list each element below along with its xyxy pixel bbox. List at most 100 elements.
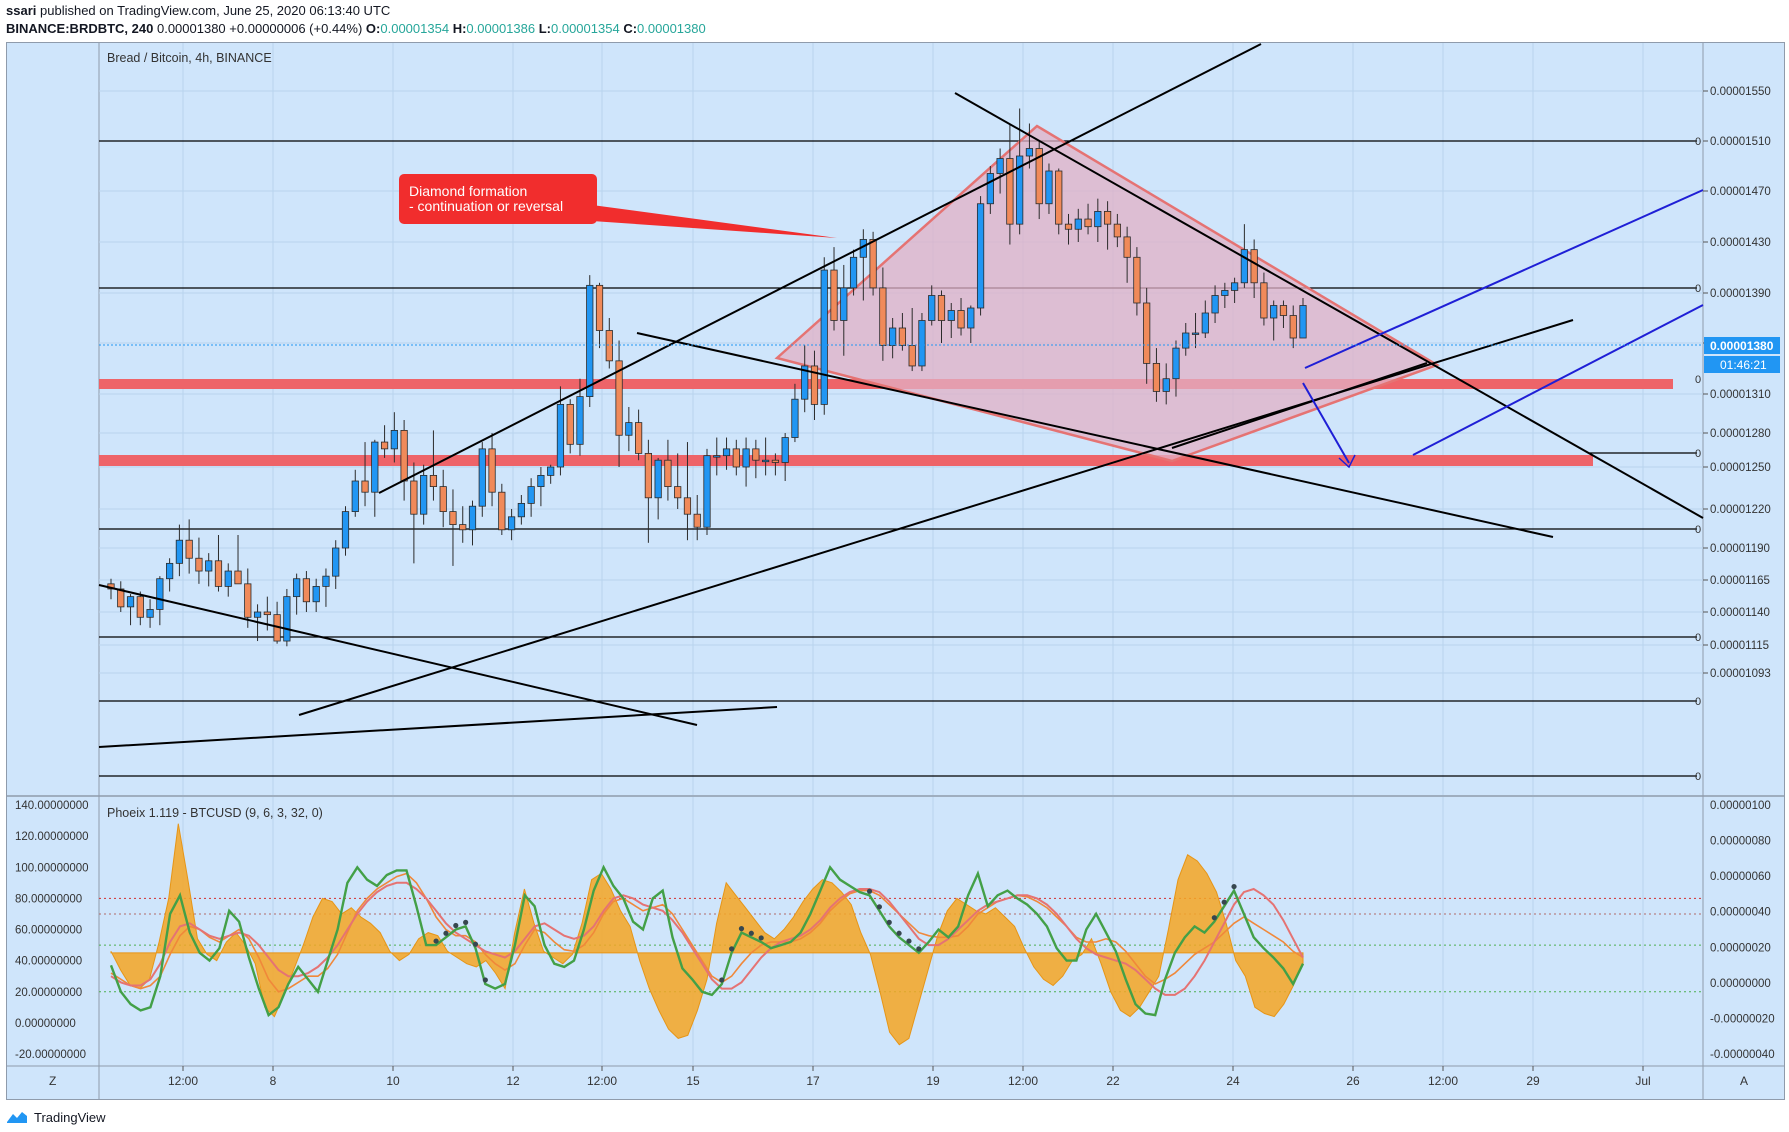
candle-down	[195, 557, 203, 572]
indicator-right-axis-label: 0.00000080	[1710, 836, 1771, 848]
candle-up	[332, 547, 340, 577]
candle-down	[361, 480, 369, 493]
time-axis-left-label[interactable]: Z	[49, 1074, 56, 1088]
indicator-left-axis-label: 80.00000000	[15, 893, 82, 905]
price-axis-label: 0.00001310	[1710, 389, 1771, 401]
candles-layer	[107, 108, 1307, 647]
level-edge-label: 0	[1695, 374, 1701, 386]
indicator-left-axis-label: 100.00000000	[15, 862, 89, 874]
drawing-layer-back[interactable]	[99, 124, 1697, 777]
level-edge-label: 0	[1695, 632, 1701, 644]
countdown-label: 01:46:21	[1720, 358, 1767, 372]
indicator-right-axis-label: 0.00000020	[1710, 942, 1771, 954]
candle-down	[1250, 249, 1258, 284]
price-axis-label: 0.00001165	[1710, 575, 1770, 587]
candle-down	[674, 486, 682, 499]
annotation-box[interactable]	[399, 174, 597, 224]
trend-line[interactable]	[636, 332, 1554, 538]
channel-line-upper[interactable]	[1304, 189, 1704, 369]
indicator-signal-dot	[1231, 883, 1237, 890]
time-axis-label: 29	[1526, 1074, 1540, 1088]
candle-up	[722, 448, 731, 457]
indicator-left-axis-label: 20.00000000	[15, 987, 82, 999]
tradingview-logo-icon	[7, 1112, 27, 1123]
price-axis[interactable]: 0.00001550 0.00001510 0.00001470 0.00001430…	[1695, 86, 1771, 783]
indicator-right-axis-label: -0.00000040	[1710, 1049, 1775, 1061]
last-price: 0.00001380	[156, 21, 226, 36]
close-value: 0.00001380	[637, 21, 706, 36]
indicator-signal-dot	[876, 904, 882, 910]
candle-up	[527, 486, 535, 504]
price-axis-label: 0.00001470	[1710, 186, 1771, 198]
publisher-name[interactable]: ssari	[6, 3, 37, 18]
indicator-left-axis-label: 140.00000000	[15, 800, 89, 812]
candle-down	[1279, 305, 1288, 316]
symbol-label[interactable]: BINANCE:BRDBTC, 240	[6, 21, 154, 36]
indicator-signal-dot	[1211, 915, 1217, 921]
indicator-signal-dot	[758, 935, 764, 941]
candle-up	[224, 570, 232, 587]
diamond-pattern[interactable]	[774, 124, 1440, 463]
time-axis-label: 12:00	[587, 1074, 617, 1088]
price-axis-label: 0.00001430	[1710, 237, 1771, 249]
candle-up	[1045, 170, 1053, 205]
time-axis-label: 22	[1106, 1074, 1120, 1088]
indicator-signal-dot	[916, 946, 922, 952]
indicator-signal-dot	[886, 919, 892, 925]
indicator-fast-line	[109, 864, 1305, 1018]
price-axis-label: 0.00001390	[1710, 288, 1771, 300]
channel-line-lower[interactable]	[1412, 304, 1704, 456]
candle-down	[1035, 148, 1043, 205]
indicator-right-axis-label: -0.00000020	[1710, 1013, 1775, 1025]
candle-up	[820, 269, 828, 405]
trend-line[interactable]	[954, 92, 1704, 519]
candle-up	[126, 596, 135, 608]
time-axis-label: 12	[506, 1074, 520, 1088]
chart-frame: Diamond formation - continuation or reve…	[6, 42, 1785, 1100]
candle-up	[146, 609, 154, 618]
candle-down	[635, 422, 643, 454]
chart-canvas[interactable]: Diamond formation - continuation or reve…	[7, 43, 1784, 1099]
indicator-signal-line	[110, 872, 1304, 993]
candle-up	[1182, 332, 1190, 349]
current-price-badge	[1704, 337, 1780, 354]
indicator-area	[110, 823, 1304, 1046]
forecast-arrow[interactable]	[1302, 382, 1350, 464]
indicator-signal-dot	[482, 977, 488, 983]
price-pane-title: Bread / Bitcoin, 4h, BINANCE	[107, 51, 272, 65]
time-axis[interactable]: 12:00 8 10 12 12:00 15 17 19 12:00 22 24 26 12:00 29 J…	[168, 1066, 1651, 1088]
candle-up	[1094, 210, 1102, 228]
low-value: 0.00001354	[551, 21, 620, 36]
drawing-layer-front[interactable]: Diamond formation - continuation or reve…	[98, 43, 1704, 748]
footer-brand[interactable]: TradingView	[34, 1109, 106, 1125]
candle-up	[341, 511, 350, 549]
candle-up	[253, 611, 262, 618]
candle-up	[507, 516, 516, 531]
price-pane[interactable]	[99, 43, 1703, 795]
indicator-signal-dot	[906, 938, 912, 944]
indicator-signal-dot	[729, 946, 735, 952]
support-zone-lower[interactable]	[99, 455, 1593, 466]
candle-down	[1289, 315, 1297, 339]
trend-line[interactable]	[98, 706, 778, 748]
candle-down	[869, 239, 877, 289]
candle-up	[175, 539, 183, 564]
candle-down	[644, 452, 652, 499]
candle-up	[703, 455, 711, 528]
indicator-signal-dot	[748, 930, 754, 936]
candle-down	[1152, 362, 1161, 392]
candle-up	[547, 466, 555, 476]
candle-down	[1133, 256, 1141, 304]
candle-down	[879, 287, 887, 346]
indicator-title: Phoeix 1.119 - BTCUSD (9, 6, 3, 32, 0)	[107, 806, 323, 820]
indicator-right-axis-label: 0.00000100	[1710, 800, 1771, 812]
indicator-axes[interactable]: 140.00000000 120.00000000 100.00000000 80.0…	[15, 800, 1775, 1061]
candle-down	[263, 611, 271, 616]
candle-up	[1240, 249, 1248, 284]
time-axis-right-label[interactable]: A	[1740, 1074, 1748, 1088]
price-axis-label: 0.00001510	[1710, 136, 1771, 148]
indicator-signal-dot	[896, 930, 902, 936]
trend-line[interactable]	[1171, 362, 1428, 449]
trend-line[interactable]	[98, 584, 698, 726]
trend-line[interactable]	[378, 43, 1262, 494]
